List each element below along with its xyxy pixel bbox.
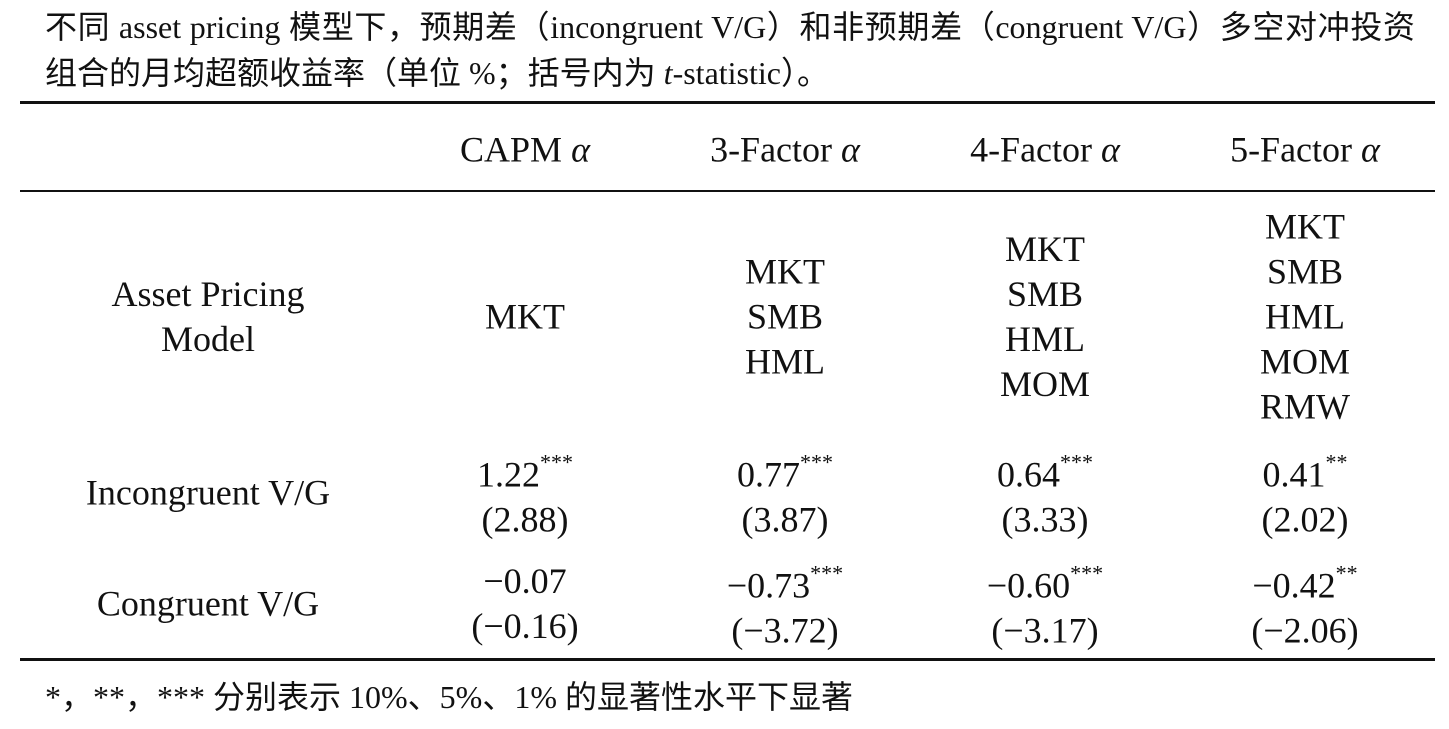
coefficient: 1.22*** [477, 444, 573, 498]
result-cell: −0.42** (−2.06) [1251, 555, 1358, 654]
result-cell: 1.22*** (2.88) [477, 444, 573, 543]
coefficient-value: −0.07 [483, 561, 567, 601]
coefficient-value: −0.60 [986, 565, 1071, 606]
t-statistic: (−0.16) [471, 606, 579, 646]
factor-list: MKT SMB HML MOM [1000, 227, 1090, 407]
t-statistic: (3.33) [1001, 499, 1089, 540]
coefficient: −0.42** [1251, 555, 1358, 609]
row-label-text: Asset Pricing Model [111, 274, 305, 359]
significance-stars: ** [1335, 560, 1358, 586]
t-statistic: (−3.72) [731, 610, 839, 651]
caption: 不同 asset pricing 模型下，预期差（incongruent V/G… [45, 4, 1415, 96]
factor: RMW [1260, 386, 1350, 427]
factor: SMB [1266, 251, 1344, 292]
caption-text: 不同 asset pricing 模型下，预期差（incongruent V/G… [45, 9, 1415, 91]
t-statistic: (3.87) [741, 499, 829, 540]
column-header: CAPM α [460, 128, 590, 173]
t-statistic: (2.88) [481, 499, 569, 540]
coefficient-value: 1.22 [477, 454, 540, 495]
t-statistic: (−2.06) [1251, 610, 1359, 651]
factor: MKT [745, 251, 825, 292]
significance-stars: ** [1325, 449, 1348, 475]
significance-stars: *** [1060, 449, 1093, 475]
coefficient: 0.64*** [997, 444, 1093, 498]
caption-text: -statistic）。 [672, 55, 829, 91]
factor: MKT [485, 296, 565, 337]
row-label: Congruent V/G [97, 582, 319, 627]
t-statistic: (2.02) [1261, 499, 1349, 540]
column-name: CAPM [460, 129, 563, 170]
column-name: 5-Factor [1230, 129, 1353, 170]
coefficient-value: 0.77 [737, 454, 800, 495]
column-header: 5-Factor α [1230, 128, 1380, 173]
column-symbol: α [1101, 129, 1120, 170]
coefficient: −0.73*** [727, 555, 843, 609]
factor: HML [1005, 319, 1085, 359]
caption-italic: t [663, 55, 673, 91]
coefficient-value: 0.64 [997, 454, 1060, 495]
row-label: Asset Pricing Model [78, 272, 338, 362]
result-cell: 0.64*** (3.33) [997, 444, 1093, 543]
column-symbol: α [571, 129, 590, 170]
coefficient-value: −0.73 [726, 565, 811, 606]
factor: MKT [1005, 229, 1085, 269]
coefficient: −0.07 [471, 559, 578, 604]
coefficient: 0.41** [1262, 444, 1349, 498]
header-rule [20, 190, 1435, 192]
row-label-text: Congruent V/G [96, 583, 320, 624]
factor-list: MKT SMB HML [745, 250, 825, 385]
result-cell: 0.77*** (3.87) [737, 444, 833, 543]
coefficient: 0.77*** [737, 444, 833, 498]
row-label: Incongruent V/G [86, 471, 330, 516]
significance-stars: *** [1070, 560, 1104, 586]
result-cell: −0.73*** (−3.72) [727, 555, 843, 654]
column-symbol: α [841, 129, 860, 170]
significance-stars: *** [800, 449, 833, 475]
row-label-text: Incongruent V/G [85, 472, 331, 513]
t-statistic: (−3.17) [991, 610, 1099, 651]
factor: SMB [1006, 274, 1084, 314]
factor-list: MKT [485, 295, 565, 340]
result-cell: 0.41** (2.02) [1262, 444, 1349, 543]
factor: HML [1265, 296, 1345, 337]
column-header: 4-Factor α [970, 128, 1120, 173]
factor: HML [745, 341, 825, 382]
coefficient-value: −0.42 [1252, 565, 1336, 606]
significance-stars: *** [540, 449, 573, 475]
factor: SMB [746, 296, 824, 337]
coefficient: −0.60*** [987, 555, 1103, 609]
column-name: 4-Factor [970, 129, 1093, 170]
result-cell: −0.60*** (−3.17) [987, 555, 1103, 654]
result-cell: −0.07 (−0.16) [471, 559, 578, 649]
factor: MOM [999, 364, 1091, 404]
factor: MKT [1265, 206, 1345, 247]
top-rule [20, 101, 1435, 104]
bottom-rule [20, 658, 1435, 661]
significance-stars: *** [810, 560, 844, 586]
factor-list: MKT SMB HML MOM RMW [1260, 205, 1350, 430]
coefficient-value: 0.41 [1262, 454, 1326, 495]
column-header: 3-Factor α [710, 128, 860, 173]
footnote: *，**，*** 分别表示 10%、5%、1% 的显著性水平下显著 [45, 679, 853, 715]
column-symbol: α [1361, 129, 1380, 170]
factor: MOM [1259, 341, 1351, 382]
column-name: 3-Factor [710, 129, 833, 170]
